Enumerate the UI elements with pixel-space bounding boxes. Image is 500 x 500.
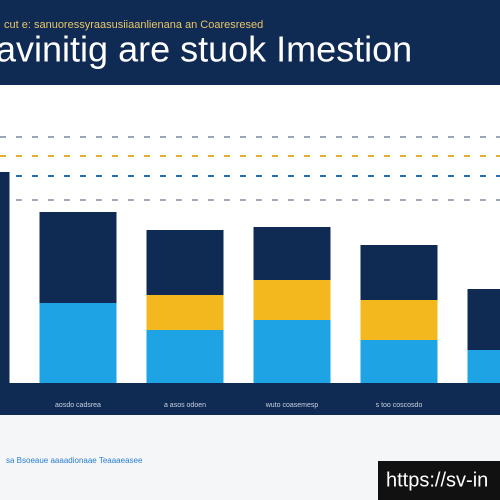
watermark-box — [378, 461, 500, 500]
x-tick-label: aosdo cadsrea — [55, 402, 101, 409]
bar-segment — [0, 172, 10, 383]
bar-segment — [146, 330, 224, 383]
bar-segment — [360, 245, 438, 300]
bar-segment — [39, 212, 117, 303]
chart-title: avinitig are stuok Imestion — [0, 29, 412, 70]
bar-segment — [467, 350, 500, 383]
kicker: cut e: sanuoressyraasusiiaanlienana an C… — [4, 19, 263, 31]
footer-band — [0, 383, 500, 415]
footnote: sa Bsoeaue aaaadionaae Teaaaeasee — [6, 456, 143, 465]
bar-segment — [146, 230, 224, 295]
x-tick-label: wuto coasemesp — [265, 402, 319, 409]
bar-segment — [253, 227, 331, 280]
bar-segment — [253, 320, 331, 383]
decor-lines — [0, 136, 500, 201]
bar-segment — [39, 303, 117, 383]
x-tick-label: s too coscosdo — [376, 402, 423, 409]
x-tick-label: a asos odoen — [164, 402, 206, 409]
header-band — [0, 0, 500, 85]
bar-segment — [360, 300, 438, 340]
bar-segment — [146, 295, 224, 330]
bar-segment — [253, 280, 331, 320]
bar-segment — [467, 289, 500, 350]
watermark: https://sv-in — [386, 469, 488, 491]
bar-segment — [360, 340, 438, 383]
